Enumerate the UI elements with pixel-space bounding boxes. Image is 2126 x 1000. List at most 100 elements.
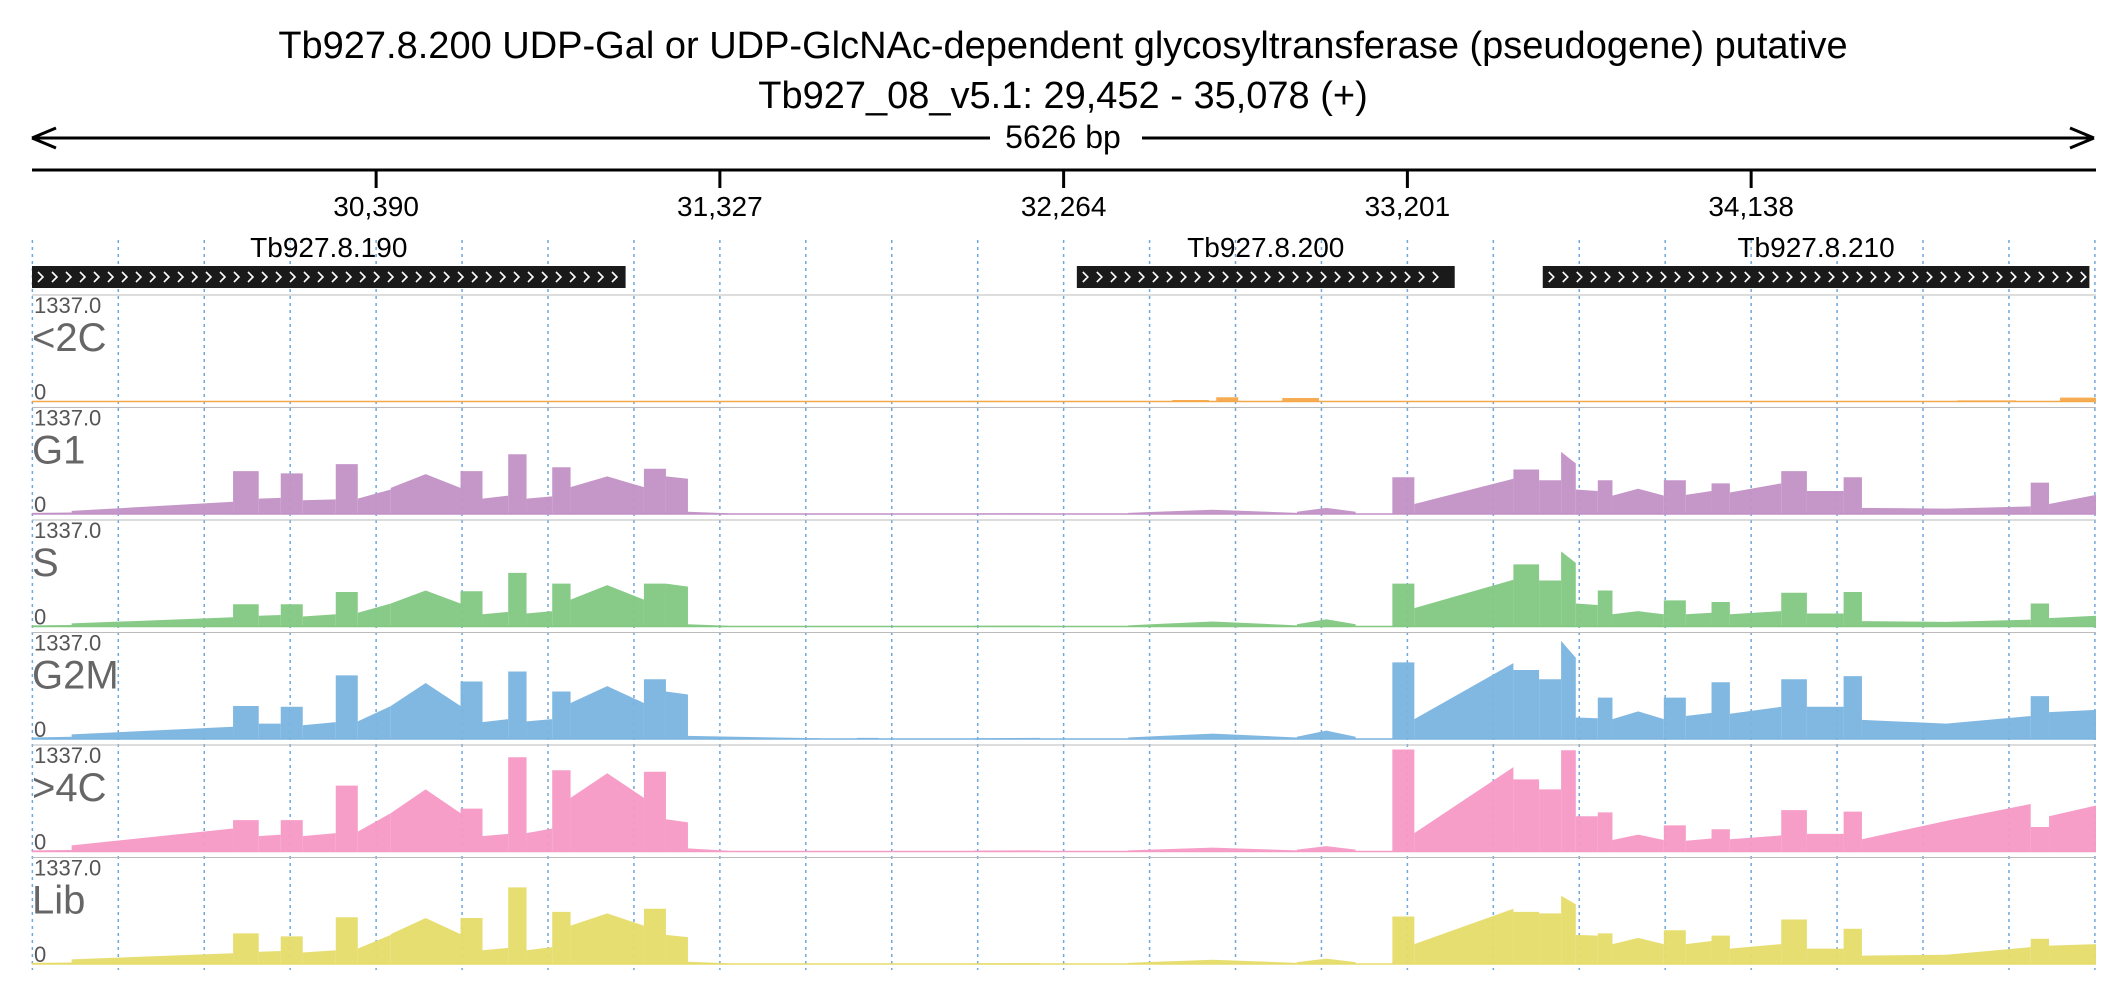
coverage-block (665, 819, 688, 852)
coverage-block (2049, 709, 2096, 739)
coverage-block (665, 583, 688, 627)
coverage-block (1414, 767, 1514, 852)
coverage-block (482, 611, 509, 627)
coverage-block (1729, 835, 1782, 852)
coverage-block (1711, 829, 1730, 852)
coverage-block (233, 933, 259, 964)
coverage-block (508, 757, 527, 852)
gene-bar (32, 266, 626, 288)
gene-Tb927.8.200[interactable]: Tb927.8.200 (1076, 232, 1455, 288)
coverage-block (233, 820, 259, 852)
coverage-block (526, 828, 553, 852)
chart-title: Tb927.8.200 UDP-Gal or UDP-GlcNAc-depend… (278, 25, 1847, 67)
chart-subtitle: Tb927_08_v5.1: 29,452 - 35,078 (+) (758, 75, 1368, 117)
coverage-block (570, 913, 644, 964)
gene-label: Tb927.8.200 (1187, 232, 1344, 263)
track-name-label: S (32, 541, 59, 585)
coverage-block (1597, 697, 1613, 739)
coverage-block (1296, 619, 1356, 627)
coverage-block (2049, 805, 2096, 852)
track-min-label: 0 (34, 942, 46, 967)
coverage-block (335, 917, 358, 964)
coverage-block (1612, 488, 1664, 514)
span-label: 5626 bp (1005, 119, 1121, 155)
coverage-block (482, 719, 509, 739)
coverage-block (1513, 469, 1540, 514)
coverage-block (665, 691, 688, 739)
coverage-block (302, 614, 336, 627)
coverage-block (390, 789, 461, 852)
coverage-block (1597, 933, 1613, 964)
x-axis: 30,390 31,327 32,264 33,201 34,138 (32, 168, 2096, 222)
coverage-block (460, 918, 483, 964)
gene-bar (1076, 266, 1455, 288)
coverage-block (482, 947, 509, 964)
strand-arrows (1548, 271, 2087, 283)
coverage-block (71, 828, 234, 852)
coverage-block (1781, 919, 1807, 964)
coverage-block (570, 476, 644, 514)
x-tick-label-3: 33,201 (1365, 191, 1451, 222)
coverage-block (552, 467, 571, 514)
coverage-block (1861, 619, 2031, 627)
coverage-block (1663, 930, 1686, 964)
coverage-block (233, 471, 259, 514)
coverage-block (643, 679, 666, 739)
gene-label: Tb927.8.190 (250, 232, 407, 263)
coverage-block (1711, 935, 1730, 964)
coverage-block (1561, 895, 1576, 964)
coverage-block (1128, 847, 1297, 852)
coverage-block (1663, 825, 1686, 852)
coverage-block (460, 808, 483, 852)
span-arrowhead-right (2069, 126, 2095, 150)
coverage-block (1843, 477, 1862, 514)
coverage-block (508, 671, 527, 739)
coverage-block (71, 617, 234, 627)
coverage-block (1561, 640, 1576, 739)
track-2: 1337.0 0 S (32, 518, 2096, 630)
coverage-block (1843, 592, 1862, 627)
coverage-block (2060, 397, 2096, 402)
coverage-block (1414, 663, 1514, 739)
coverage-block (526, 719, 553, 739)
coverage-block (233, 604, 259, 627)
gene-Tb927.8.210[interactable]: Tb927.8.210 (1542, 232, 2090, 288)
coverage-block (552, 691, 571, 739)
coverage-block (335, 785, 358, 852)
gene-bar (1542, 266, 2090, 288)
coverage-block (1861, 716, 2031, 739)
coverage-block (1539, 580, 1562, 627)
coverage-block (390, 683, 461, 739)
track-1: 1337.0 0 G1 (32, 406, 2096, 517)
span-indicator: 5626 bp (31, 119, 2095, 155)
coverage-block (1612, 611, 1664, 627)
coverage-block (258, 723, 281, 739)
coverage-block (1729, 483, 1782, 514)
coverage-block (1513, 564, 1540, 627)
coverage-block (526, 496, 553, 514)
coverage-block (258, 615, 281, 627)
coverage-block (1861, 803, 2031, 852)
coverage-block (1392, 662, 1415, 739)
coverage-block (1806, 491, 1844, 514)
span-arrowhead-left (31, 126, 57, 150)
coverage-block (1843, 928, 1862, 964)
coverage-block (302, 499, 336, 514)
strand-arrows (1082, 271, 1439, 283)
coverage-block (1128, 959, 1297, 964)
coverage-block (1781, 592, 1807, 627)
coverage-block (1663, 600, 1686, 627)
track-max-label: 1337.0 (34, 856, 101, 881)
coverage-block (1539, 679, 1562, 739)
coverage-block (357, 603, 391, 627)
coverage-block (1711, 483, 1730, 514)
gene-Tb927.8.190[interactable]: Tb927.8.190 (32, 232, 626, 288)
coverage-block (1711, 682, 1730, 739)
coverage-block (1296, 507, 1356, 514)
coverage-block (280, 604, 303, 627)
coverage-block (1861, 506, 2031, 514)
strand-arrows (37, 271, 619, 283)
coverage-block (280, 473, 303, 514)
track-max-label: 1337.0 (34, 743, 101, 768)
